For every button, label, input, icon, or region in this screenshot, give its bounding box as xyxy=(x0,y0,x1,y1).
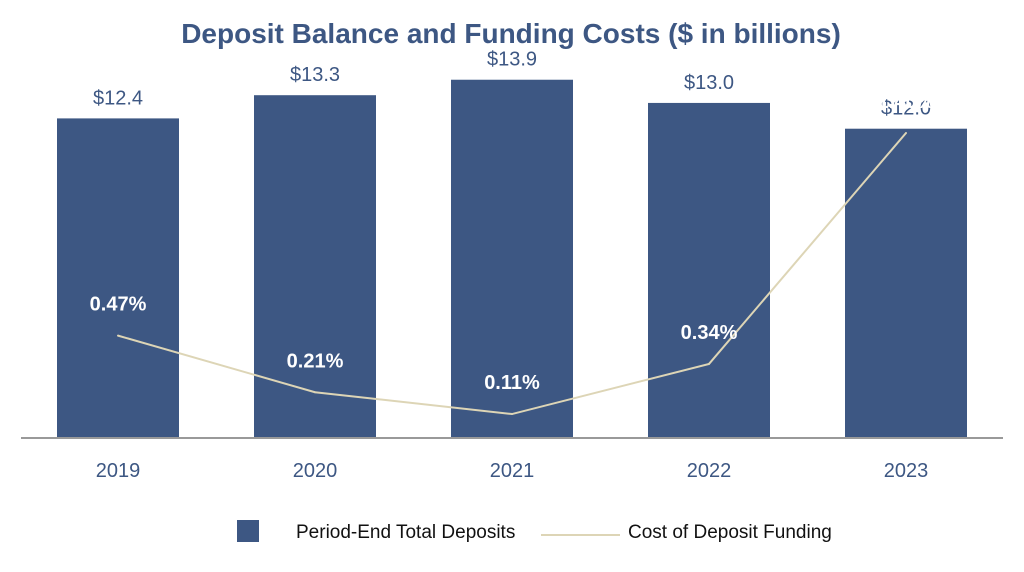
bar-value-label-2022: $13.0 xyxy=(684,72,734,94)
bar-2022 xyxy=(648,102,770,439)
funding-cost-point-2020 xyxy=(314,391,316,394)
bar-value-label-2023: $12.0 xyxy=(881,98,931,120)
bar-2023 xyxy=(845,128,967,438)
funding-cost-point-2021 xyxy=(511,413,513,416)
legend-label-deposits: Period-End Total Deposits xyxy=(296,522,515,543)
x-tick-labels: 2019 2020 2021 2022 2023 xyxy=(96,460,929,482)
chart-title: Deposit Balance and Funding Costs ($ in … xyxy=(181,18,841,49)
legend-swatch-deposits xyxy=(237,520,259,542)
bar-2020 xyxy=(254,95,376,439)
x-tick-label-2019: 2019 xyxy=(96,460,141,482)
funding-cost-point-2022 xyxy=(708,362,710,365)
funding-cost-label-2023: 1.40% xyxy=(878,91,935,113)
legend-label-funding-cost: Cost of Deposit Funding xyxy=(628,522,832,543)
funding-cost-point-2023 xyxy=(905,132,907,134)
bar-value-label-2020: $13.3 xyxy=(290,64,340,86)
bar-value-label-2021: $13.9 xyxy=(487,49,537,71)
x-tick-label-2021: 2021 xyxy=(490,460,535,482)
x-tick-label-2020: 2020 xyxy=(293,460,338,482)
bar-2021 xyxy=(451,79,573,438)
funding-cost-label-2021: 0.11% xyxy=(484,372,540,394)
x-tick-label-2023: 2023 xyxy=(884,460,929,482)
bar-2019 xyxy=(57,118,179,439)
line-layer: 0.47% 0.21% 0.11% 0.34% 1.40% xyxy=(90,91,935,416)
bar-value-label-2019: $12.4 xyxy=(93,87,143,109)
funding-cost-label-2022: 0.34% xyxy=(681,322,738,344)
legend: Period-End Total Deposits Cost of Deposi… xyxy=(237,520,832,543)
x-tick-label-2022: 2022 xyxy=(687,460,732,482)
funding-cost-point-2019 xyxy=(117,334,119,337)
funding-cost-label-2019: 0.47% xyxy=(90,294,147,316)
funding-cost-label-2020: 0.21% xyxy=(287,350,344,372)
